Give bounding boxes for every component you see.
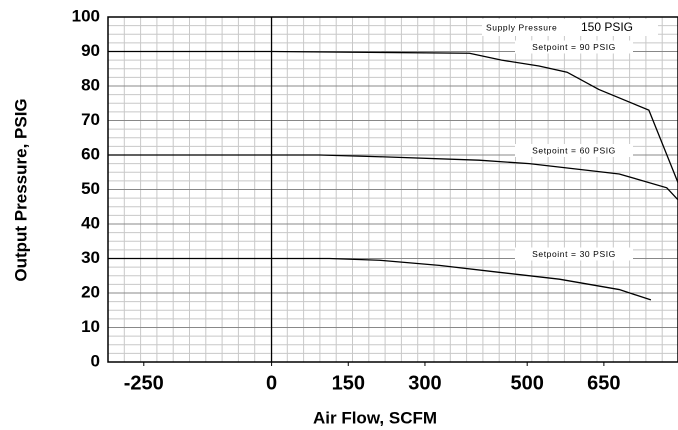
x-tick-label: 150 [332,372,365,394]
y-tick-label: 40 [81,213,100,232]
series-label-bg [515,144,633,157]
series-label-bg [515,247,633,261]
plot-frame [107,16,678,363]
series-label-bg [515,40,633,54]
y-tick-label: 30 [81,248,100,267]
x-tick-label: 650 [587,372,620,394]
y-tick-label: 80 [81,75,100,94]
x-tick-label: -250 [124,372,164,394]
y-tick-label: 0 [91,351,100,370]
series-label: Setpoint = 30 PSIG [532,249,616,259]
y-tick-label: 90 [81,41,100,60]
series-label: Setpoint = 90 PSIG [532,42,616,52]
x-axis-label: Air Flow, SCFM [313,408,437,427]
y-axis-label: Output Pressure, PSIG [11,98,30,281]
y-tick-label: 100 [72,6,100,25]
annotation: Supply Pressure [486,22,557,32]
x-tick-label: 0 [266,372,277,394]
series-line [108,154,678,201]
y-tick-label: 50 [81,179,100,198]
series-line [108,257,652,301]
y-tick-label: 70 [81,110,100,129]
series-label: Setpoint = 60 PSIG [532,145,616,155]
x-tick-label: 500 [511,372,544,394]
y-tick-label: 20 [81,282,100,301]
series-line [108,50,678,183]
y-tick-label: 60 [81,144,100,163]
annotation-bg [482,19,658,36]
annotation: 150 PSIG [581,20,633,34]
y-tick-label: 10 [81,317,100,336]
x-tick-label: 300 [408,372,441,394]
